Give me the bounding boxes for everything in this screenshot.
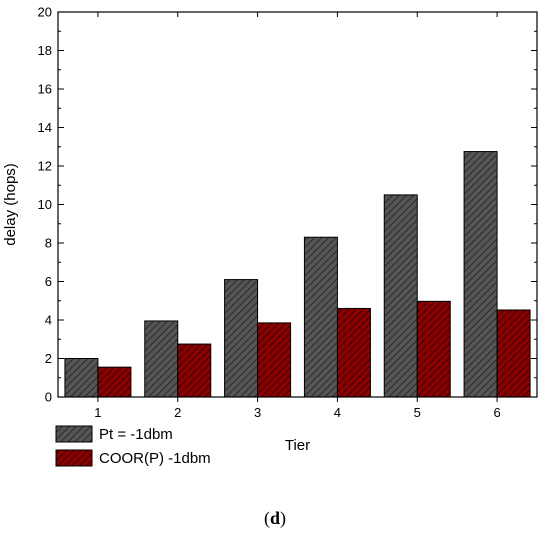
x-axis-title: Tier (285, 437, 310, 454)
y-tick-label: 4 (45, 313, 52, 328)
x-axis: 1 2 3 4 5 6 (94, 12, 501, 420)
bar-series1-tier-1 (64, 358, 99, 398)
bar-series2-tier-2 (177, 343, 212, 398)
bar-series2-tier-4 (336, 307, 371, 398)
x-tick-label: 2 (174, 405, 181, 420)
legend-label-series2: COOR(P) -1dbm (99, 450, 211, 467)
bar-series1-tier-3 (224, 279, 259, 398)
bar-series1-tier-2 (144, 320, 179, 398)
bar-series1-tier-6 (463, 151, 498, 398)
legend-swatch-series1 (55, 425, 93, 443)
bar-series2-tier-6 (496, 309, 531, 398)
caption-open: ( (263, 508, 270, 528)
bar-series2-tier-3 (257, 322, 292, 398)
x-tick-label: 1 (94, 405, 101, 420)
x-tick-label: 4 (334, 405, 341, 420)
y-axis-title: delay (hops) (2, 163, 19, 246)
y-tick-label: 16 (38, 82, 52, 97)
bars-group (64, 151, 531, 398)
y-tick-label: 12 (38, 159, 52, 174)
y-tick-label: 20 (38, 5, 52, 20)
caption-letter: d (269, 508, 280, 528)
legend-label-series1: Pt = -1dbm (99, 426, 173, 443)
figure-caption: (d) (0, 508, 550, 529)
y-axis: 0 2 4 6 8 10 12 14 16 18 20 (38, 5, 537, 405)
bar-series1-tier-4 (303, 236, 338, 398)
legend-swatch-series2 (55, 449, 93, 467)
x-tick-label: 6 (493, 405, 500, 420)
bar-series2-tier-1 (97, 366, 132, 398)
x-tick-label: 5 (414, 405, 421, 420)
y-tick-label: 18 (38, 43, 52, 58)
y-tick-label: 6 (45, 274, 52, 289)
legend: Pt = -1dbm COOR(P) -1dbm (55, 425, 211, 467)
y-tick-label: 0 (45, 390, 52, 405)
y-tick-label: 10 (38, 197, 52, 212)
x-tick-label: 3 (254, 405, 261, 420)
caption-close: ) (280, 508, 286, 528)
bar-series1-tier-5 (383, 194, 418, 398)
y-tick-label: 14 (38, 120, 52, 135)
y-tick-label: 2 (45, 351, 52, 366)
bar-series2-tier-5 (416, 300, 451, 398)
y-tick-label: 8 (45, 236, 52, 251)
